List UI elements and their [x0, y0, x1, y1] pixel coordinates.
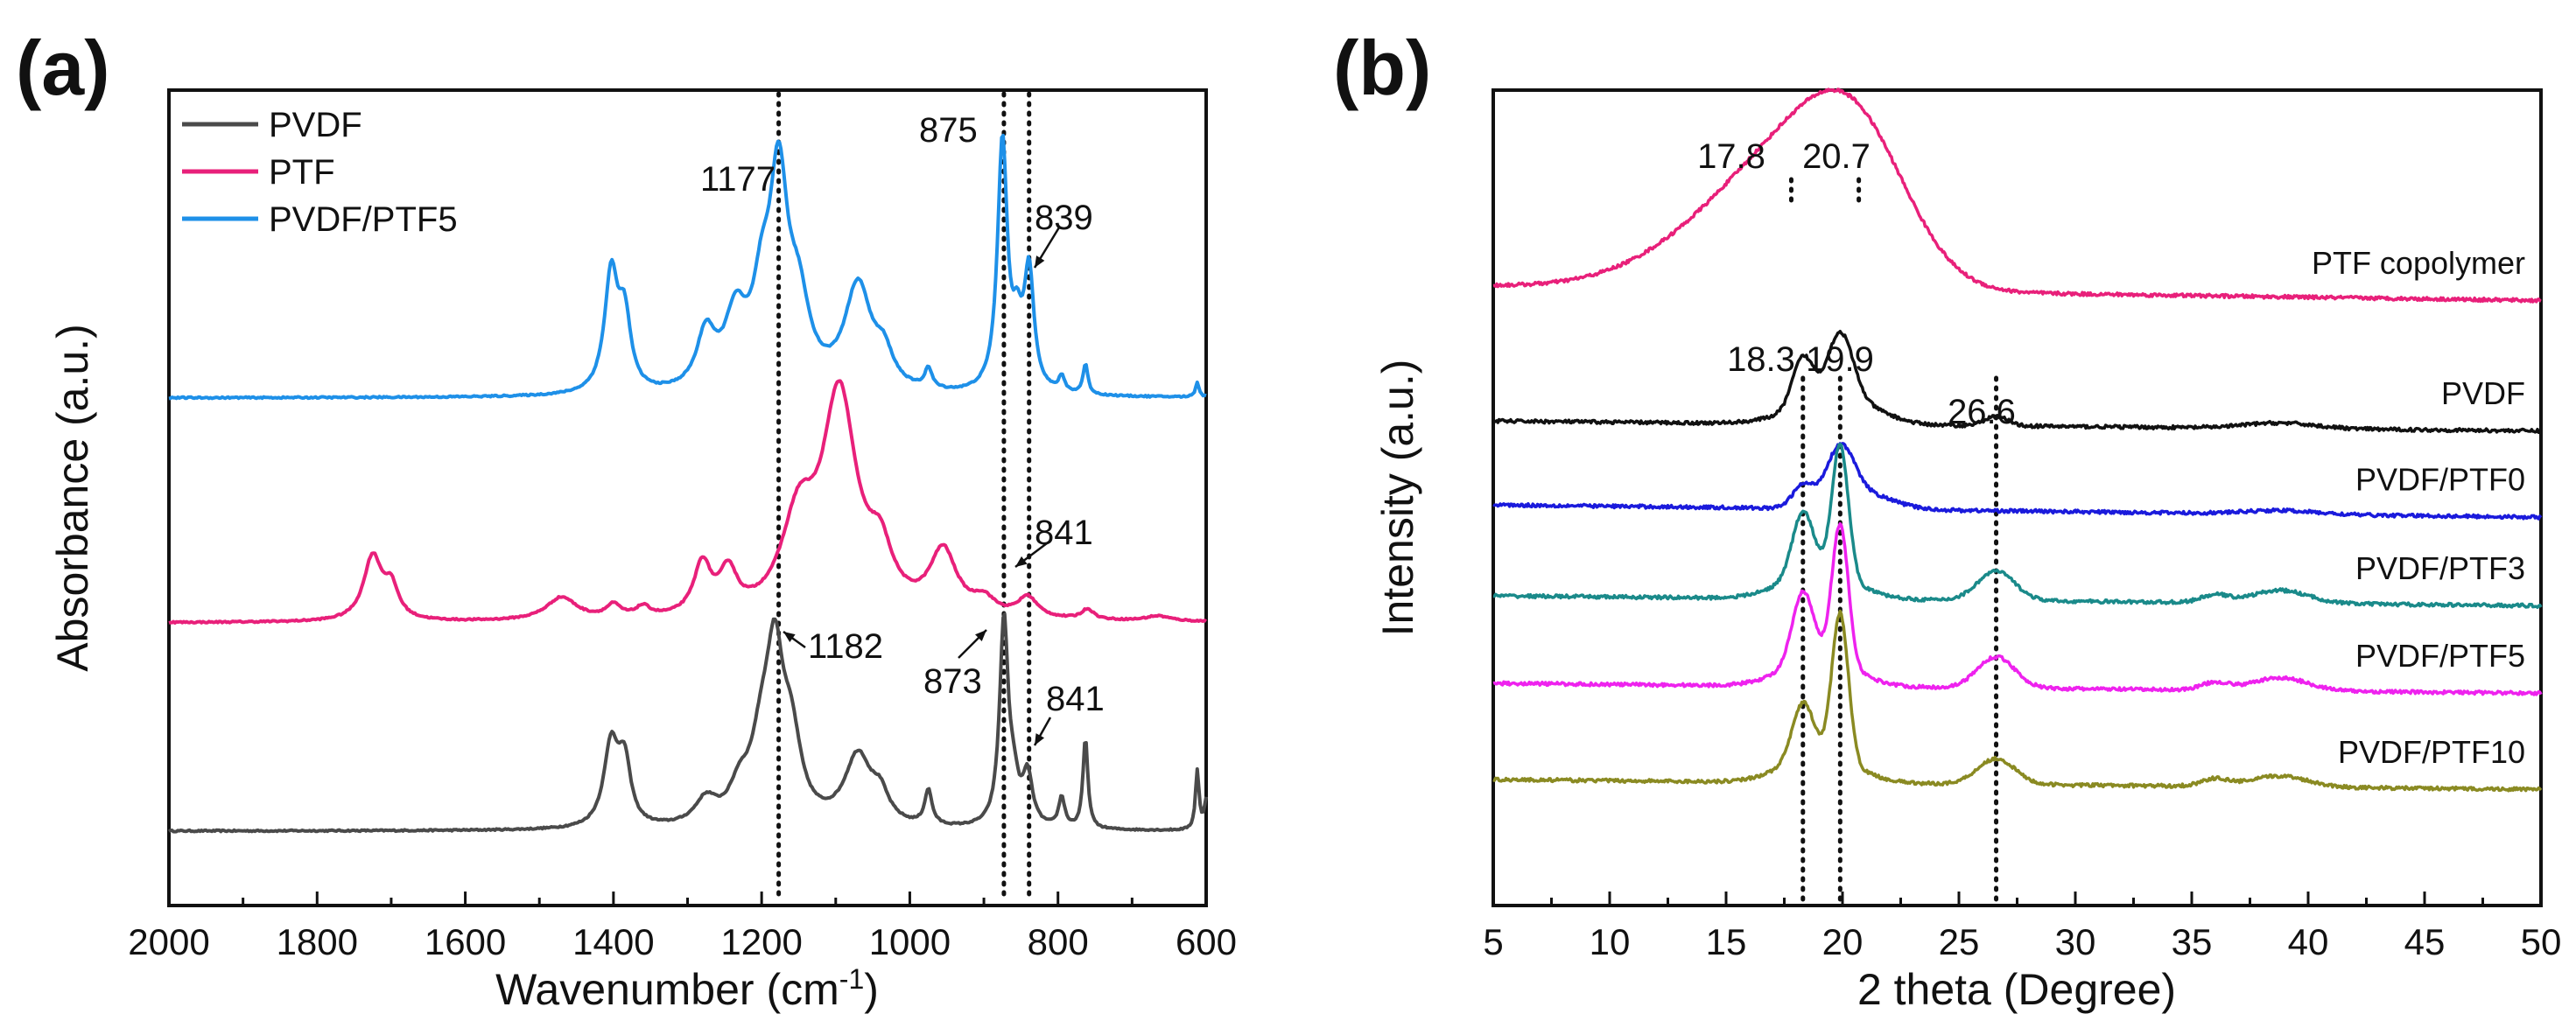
annotation-18.3: 18.3: [1727, 340, 1795, 379]
panel-a-series: [167, 133, 1208, 834]
panel-b-annotations: 17.8 20.7 18.3 19.9 26.6: [1697, 137, 2016, 431]
series-label-pvdf-ptf5: PVDF/PTF5: [2355, 638, 2525, 674]
annotation-arrowhead-841-pvdf: [1035, 733, 1045, 745]
panel-a-x-axis-title-superscript: -1: [839, 963, 864, 995]
panel-b-y-axis-title: Intensity (a.u.): [1373, 360, 1422, 637]
panel-b-x-ticks: 5 10 15 20 25 30 35 40 45 50: [1483, 892, 2561, 962]
panel-b-x-axis-title: 2 theta (Degree): [1857, 965, 2176, 1014]
annotation-1177-pvdf-ptf5: 1177: [700, 160, 776, 199]
x-tick-label-40: 40: [2288, 921, 2329, 962]
panel-a-ftir: (a) 2000 1800 1600 1400 1200 1000 800 600 1177 8…: [16, 24, 1237, 1014]
panel-b-letter: (b): [1333, 24, 1431, 111]
annotation-arrowhead-873-pvdf: [975, 630, 986, 641]
x-tick-label-1800: 1800: [277, 921, 358, 962]
x-tick-label-800: 800: [1028, 921, 1089, 962]
legend-label-ptf: PTF: [269, 153, 335, 192]
series-line-ptf: [168, 379, 1208, 625]
series-line-pvdf: [1492, 329, 2543, 435]
series-line-pvdf-ptf5: [1492, 521, 2543, 696]
x-tick-label-20: 20: [1822, 921, 1864, 962]
panel-a-reference-lines: [776, 91, 1032, 905]
annotation-841-pvdf: 841: [1046, 680, 1105, 718]
x-tick-label-30: 30: [2055, 921, 2096, 962]
panel-b-series: [1492, 87, 2543, 793]
x-tick-label-5: 5: [1483, 921, 1503, 962]
x-tick-label-25: 25: [1939, 921, 1980, 962]
panel-a-letter: (a): [16, 24, 110, 111]
x-tick-label-1600: 1600: [425, 921, 506, 962]
series-line-ptf-copolymer: [1492, 87, 2542, 304]
x-tick-label-15: 15: [1706, 921, 1747, 962]
panel-a-x-ticks: 2000 1800 1600 1400 1200 1000 800 600: [128, 892, 1237, 962]
series-label-pvdf-ptf0: PVDF/PTF0: [2355, 462, 2525, 498]
panel-b-reference-lines: [1788, 177, 1999, 905]
series-label-pvdf-ptf3: PVDF/PTF3: [2355, 550, 2525, 586]
x-tick-label-10: 10: [1590, 921, 1631, 962]
x-tick-label-45: 45: [2404, 921, 2446, 962]
annotation-arrowhead-1182-pvdf: [783, 632, 796, 642]
annotation-19.9: 19.9: [1806, 340, 1874, 379]
panel-a-x-axis-title-close: ): [864, 965, 879, 1014]
series-line-pvdf-ptf0: [1492, 442, 2543, 521]
legend-label-pvdf-ptf5: PVDF/PTF5: [269, 200, 458, 239]
annotation-20.7: 20.7: [1802, 137, 1871, 176]
series-line-pvdf-ptf3: [1492, 442, 2543, 609]
series-line-pvdf-ptf10: [1492, 609, 2543, 793]
panel-b-series-labels: PTF copolymer PVDF PVDF/PTF0 PVDF/PTF3 PVDF/…: [2312, 245, 2525, 770]
x-tick-label-1400: 1400: [572, 921, 654, 962]
x-tick-label-1000: 1000: [869, 921, 951, 962]
series-label-pvdf: PVDF: [2441, 375, 2525, 411]
x-tick-label-50: 50: [2521, 921, 2562, 962]
legend-label-pvdf: PVDF: [269, 106, 362, 144]
panel-a-x-axis-title-main: Wavenumber (cm: [495, 965, 839, 1014]
annotation-1182-pvdf: 1182: [808, 627, 883, 666]
x-tick-label-600: 600: [1176, 921, 1237, 962]
panel-a-y-axis-title: Absorbance (a.u.): [48, 324, 97, 671]
annotation-arrowhead-839-pvdf-ptf5: [1035, 255, 1045, 268]
x-tick-label-1200: 1200: [720, 921, 802, 962]
panel-a-legend: PVDF PTF PVDF/PTF5: [182, 106, 458, 239]
annotation-873-pvdf: 873: [923, 662, 982, 701]
annotation-26.6: 26.6: [1948, 393, 2016, 431]
annotation-arrowhead-841-ptf: [1015, 556, 1028, 567]
x-tick-label-2000: 2000: [128, 921, 209, 962]
series-line-pvdf-ptf5: [168, 133, 1207, 401]
annotation-17.8: 17.8: [1697, 137, 1765, 176]
panel-b-xrd: (b) 5 10 15 20 25 30 35 40 45 50 PTF copolymer PVD…: [1333, 24, 2561, 1014]
series-label-pvdf-ptf10: PVDF/PTF10: [2338, 734, 2525, 770]
panel-a-x-axis-title: Wavenumber (cm-1): [495, 963, 879, 1014]
annotation-839-pvdf-ptf5: 839: [1035, 199, 1093, 237]
annotation-875-pvdf-ptf5: 875: [919, 111, 978, 150]
x-tick-label-35: 35: [2172, 921, 2213, 962]
series-label-ptf-copolymer: PTF copolymer: [2312, 245, 2525, 281]
series-line-pvdf: [167, 612, 1208, 834]
